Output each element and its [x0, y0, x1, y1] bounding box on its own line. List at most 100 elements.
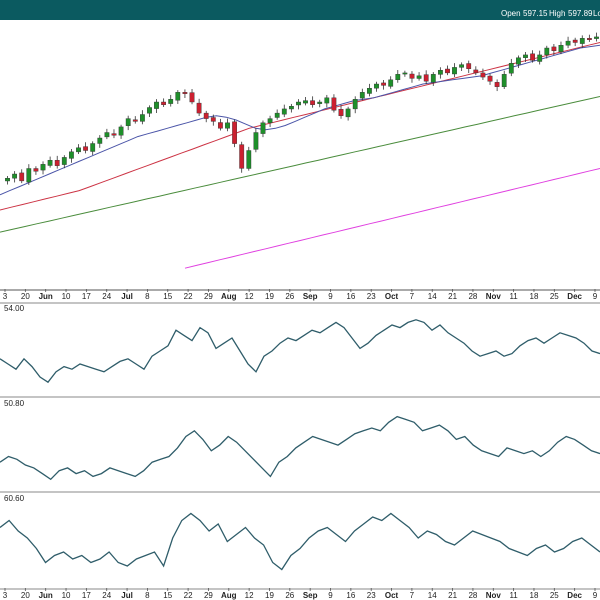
candle [125, 115, 131, 131]
candle-body-down [310, 100, 315, 105]
bottom-x-tick-label: Dec [567, 591, 582, 600]
candle-body-down [54, 159, 60, 166]
candle-body-up [324, 97, 330, 104]
bottom-x-tick-label: Oct [385, 591, 399, 600]
candle-body-down [132, 119, 138, 122]
candle-body-up [281, 108, 287, 115]
candle-body-down [494, 82, 500, 87]
price-x-tick-label: 23 [367, 292, 376, 301]
bottom-x-tick-label: 10 [62, 591, 71, 600]
candle-body-up [317, 101, 323, 104]
candle-body-up [76, 147, 81, 153]
ma-xlong-line [184, 168, 600, 269]
candle [594, 32, 599, 42]
candle [289, 103, 294, 113]
candle [33, 166, 39, 175]
candle-body-down [445, 68, 450, 74]
candle [381, 79, 386, 90]
bottom-x-tick-label: 17 [82, 591, 91, 600]
price-x-tick-label: Aug [221, 292, 237, 301]
candle-body-up [154, 101, 159, 109]
indicator-1-line [0, 319, 600, 384]
candle [189, 88, 195, 105]
candle-body-up [594, 36, 599, 39]
candle [118, 124, 124, 139]
indicator-1-label: 54.00 [4, 304, 25, 313]
candle-body-down [83, 146, 89, 151]
candle [473, 66, 479, 76]
candle [111, 129, 117, 139]
candle [90, 141, 96, 156]
candle-body-up [104, 132, 110, 138]
candle-body-up [90, 143, 96, 152]
candle-body-down [530, 53, 536, 61]
candle-body-up [438, 69, 443, 75]
candle-body-down [217, 122, 223, 129]
candle-body-up [352, 98, 358, 110]
bottom-x-tick-label: Jun [39, 591, 53, 600]
price-x-tick-label: 12 [245, 292, 254, 301]
candle-body-up [26, 168, 32, 183]
candle [54, 155, 60, 169]
candle [551, 43, 557, 56]
price-x-tick-label: 9 [593, 292, 598, 301]
candle-body-down [196, 102, 202, 114]
candle-body-up [395, 74, 401, 81]
candle [388, 76, 394, 89]
candle [558, 41, 564, 55]
candle-body-down [551, 46, 557, 52]
candle-body-up [168, 98, 174, 104]
price-x-tick-label: Jul [121, 292, 133, 301]
candle-body-up [5, 177, 10, 182]
candle [303, 97, 308, 106]
candle [516, 55, 521, 68]
candle [76, 144, 81, 155]
candle [430, 72, 436, 86]
candle-body-up [296, 101, 301, 106]
candle [161, 98, 166, 107]
candle-body-down [239, 144, 245, 169]
candle [246, 146, 252, 171]
candle [445, 65, 450, 76]
candle [572, 37, 578, 47]
price-x-tick-label: 22 [184, 292, 193, 301]
bottom-x-tick-label: 16 [346, 591, 355, 600]
candle-body-up [267, 118, 273, 123]
price-x-tick-label: 11 [509, 292, 518, 301]
candle [68, 148, 74, 163]
candle [352, 96, 358, 114]
candle-body-up [537, 54, 543, 62]
price-x-tick-label: Dec [567, 292, 582, 301]
price-x-tick-label: Sep [303, 292, 318, 301]
candle [253, 128, 259, 153]
candle-body-up [225, 122, 230, 129]
candle [530, 50, 536, 63]
candle [402, 70, 408, 77]
candle [409, 71, 415, 83]
candle [423, 70, 429, 85]
price-x-tick-label: 21 [448, 292, 457, 301]
candle-body-up [147, 107, 152, 114]
candle [501, 70, 507, 89]
candle-body-down [189, 92, 195, 103]
candle-body-up [544, 47, 550, 56]
price-x-tick-label: 17 [82, 292, 91, 301]
candle [19, 169, 25, 184]
candle [296, 99, 301, 110]
candle [168, 94, 174, 107]
price-x-tick-label: 18 [530, 292, 539, 301]
candle-body-up [565, 40, 571, 46]
bottom-x-tick-label: 19 [265, 591, 274, 600]
candle [47, 156, 53, 168]
bottom-x-tick-label: 21 [448, 591, 457, 600]
indicator-3-line [0, 512, 600, 571]
bottom-x-tick-label: Nov [486, 591, 502, 600]
candle-body-down [111, 133, 117, 136]
price-x-tick-label: 20 [21, 292, 30, 301]
price-x-tick-label: 14 [428, 292, 437, 301]
bottom-x-tick-label: Jul [121, 591, 133, 600]
candle-body-up [118, 126, 124, 136]
candle [83, 142, 89, 154]
candle [537, 50, 543, 65]
